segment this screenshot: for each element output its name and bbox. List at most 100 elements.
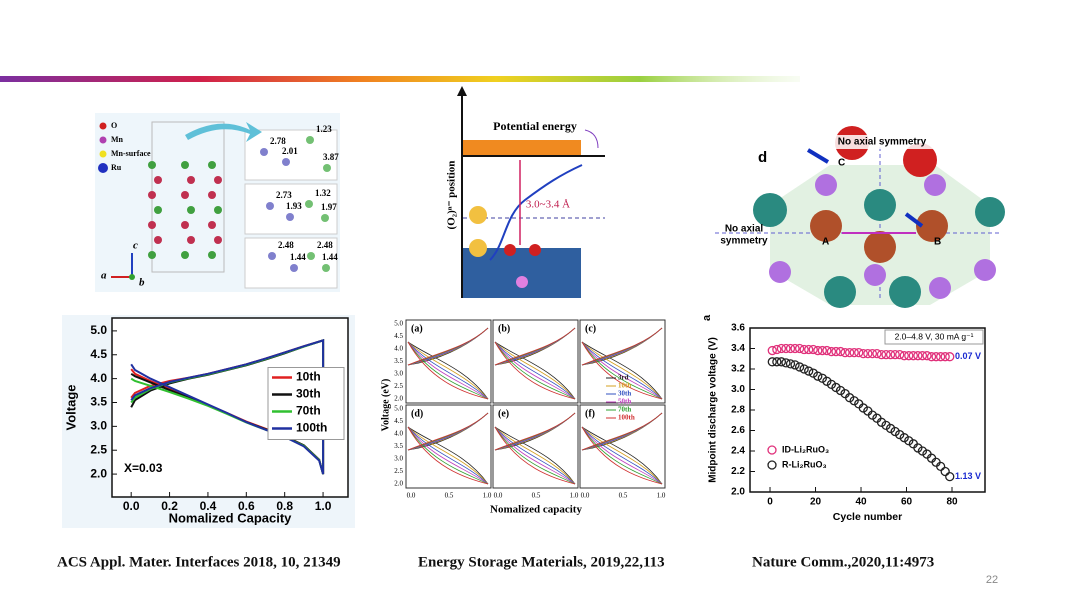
x-tick-label: 1.0 — [570, 492, 579, 500]
decorative-curve — [407, 341, 489, 400]
point — [776, 343, 787, 354]
decorative-curve — [407, 426, 489, 485]
label-box — [828, 135, 936, 149]
emoji — [469, 239, 487, 257]
atom — [187, 206, 195, 214]
atom — [924, 174, 946, 196]
legend-dot — [98, 163, 108, 173]
y-tick-label: 3.2 — [731, 364, 745, 375]
energy-curve — [489, 164, 583, 261]
sub-panel — [244, 129, 338, 181]
y-tick-label: 3.4 — [731, 343, 745, 354]
y-tick-label: 3.5 — [90, 395, 107, 409]
point — [917, 351, 928, 361]
point — [781, 358, 791, 368]
legend-label: 50th — [618, 398, 631, 406]
point — [935, 352, 946, 362]
point — [895, 349, 905, 360]
symmetry-label: symmetry — [720, 236, 768, 247]
decorative-curve — [581, 341, 663, 400]
axis-label: c — [133, 240, 138, 252]
decorative-curve — [581, 426, 663, 485]
legend-label: 100th — [618, 414, 635, 422]
x-tick-label: 80 — [946, 497, 958, 508]
axis-label: a — [101, 270, 107, 282]
atom — [181, 221, 189, 229]
point — [790, 343, 800, 354]
decorative-curve — [494, 341, 576, 400]
sub-panel — [244, 183, 338, 235]
x-tick-label: 0.4 — [200, 499, 217, 513]
atom — [208, 161, 216, 169]
point — [922, 351, 932, 361]
annotation: 0.07 V — [955, 351, 981, 361]
legend-label: Ru — [111, 163, 122, 172]
atom — [208, 191, 216, 199]
point — [767, 357, 777, 367]
decorative-curve — [581, 341, 663, 400]
atom — [214, 176, 222, 184]
point — [908, 351, 918, 361]
atom-label: A — [822, 237, 829, 248]
atom — [322, 264, 330, 272]
atom — [214, 236, 222, 244]
point — [935, 461, 946, 472]
y-tick-label: 3.0 — [731, 384, 745, 395]
x-tick-label: 1.0 — [315, 499, 332, 513]
x-tick-label: 0.0 — [407, 492, 416, 500]
y-axis-label: (O₂)ⁿ⁻ position — [446, 161, 458, 230]
charts: 0.0 0.2 0.4 0.6 0.8 1.0 2.0 2.5 3.0 3.5 4.0 4.5 5.0 N… — [62, 314, 986, 528]
atom — [154, 176, 162, 184]
decorative-curve — [581, 341, 663, 400]
oxygen — [504, 244, 516, 256]
x-tick-label: 0.0 — [581, 492, 590, 500]
atom — [187, 176, 195, 184]
legend-label: 10th — [618, 382, 631, 390]
atom — [260, 148, 268, 156]
atom — [815, 174, 837, 196]
x-tick-label: 20 — [810, 497, 822, 508]
y-tick-label: 4.5 — [394, 417, 403, 425]
atom — [286, 213, 294, 221]
decorative-curve — [407, 341, 489, 400]
y-axis-label: Voltage (eV) — [380, 379, 391, 432]
point — [776, 357, 787, 367]
atom — [916, 210, 948, 242]
point — [831, 346, 841, 357]
decorative-curve — [581, 426, 663, 485]
atom — [929, 277, 951, 299]
decorative-curve — [407, 341, 489, 400]
point — [781, 343, 791, 354]
symmetry-figure — [715, 126, 1005, 308]
legend-label: Mn — [111, 135, 124, 144]
point — [822, 345, 832, 356]
atom — [864, 231, 896, 263]
atom — [208, 221, 216, 229]
y-tick-label: 3.5 — [394, 357, 403, 365]
y-tick-label: 2.5 — [394, 382, 403, 390]
x-tick-label: 0.2 — [161, 499, 178, 513]
panel-letter: d — [758, 149, 767, 166]
legend-label: ID-Li₂RuO₃ — [782, 444, 829, 454]
point — [899, 351, 909, 361]
point — [885, 349, 896, 360]
atom — [154, 236, 162, 244]
y-tick-label: 5.0 — [394, 405, 403, 413]
point — [794, 362, 805, 372]
point — [940, 466, 950, 477]
legend-label: 100th — [296, 421, 327, 435]
x-tick-label: 0.0 — [494, 492, 503, 500]
legend-label: 70th — [296, 404, 321, 418]
distance-label: 1.32 — [315, 188, 331, 198]
x-tick-label: 1.0 — [483, 492, 492, 500]
decorative-curve — [581, 426, 663, 485]
point — [876, 349, 887, 360]
y-tick-label: 2.6 — [731, 425, 745, 436]
page-number: 22 — [986, 574, 998, 586]
panel-frame — [579, 404, 666, 489]
energy-band — [463, 140, 581, 155]
axis-head — [457, 86, 467, 96]
distance-label: 2.78 — [270, 136, 286, 146]
atom-label: B — [934, 237, 941, 248]
atom — [148, 221, 156, 229]
